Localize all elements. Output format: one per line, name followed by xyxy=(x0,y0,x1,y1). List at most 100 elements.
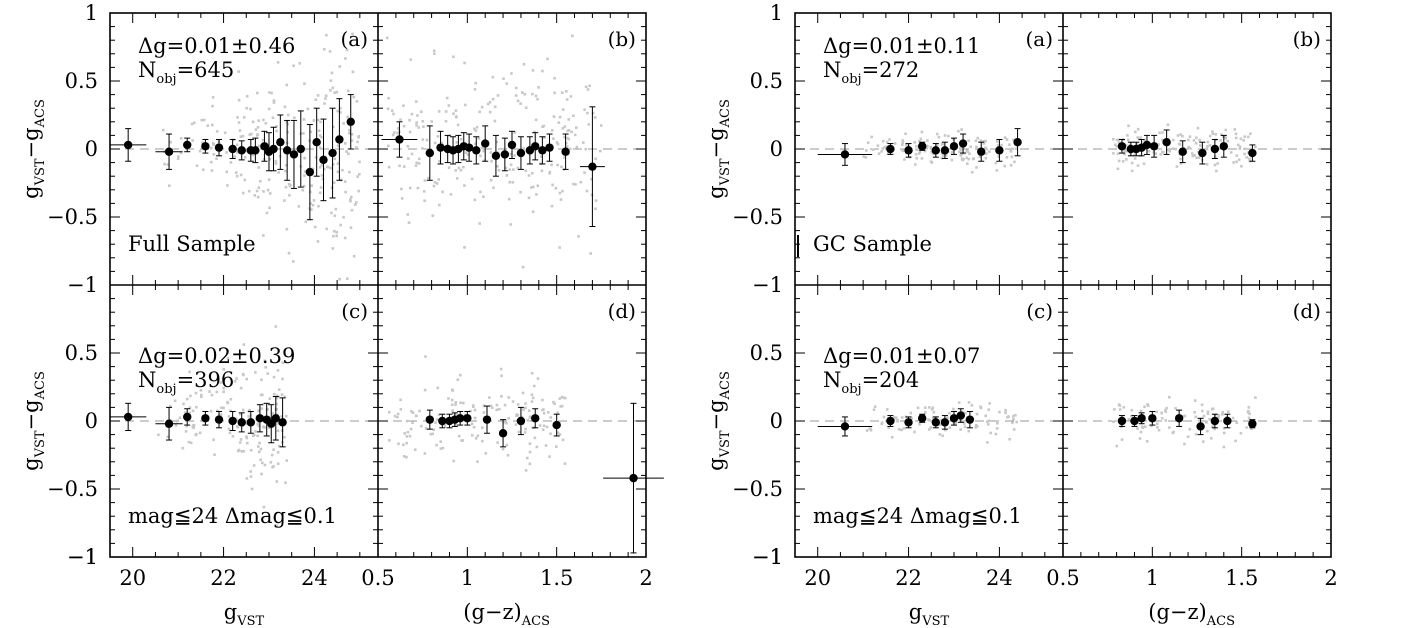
scatter-point xyxy=(427,177,430,180)
scatter-point xyxy=(238,449,241,452)
scatter-point xyxy=(1125,158,1128,161)
delta-g-stat: Δg=0.01±0.07 xyxy=(823,344,980,368)
scatter-point xyxy=(185,430,188,433)
scatter-point xyxy=(292,260,295,263)
scatter-point xyxy=(388,166,391,169)
scatter-point xyxy=(420,110,423,113)
scatter-point xyxy=(510,163,513,166)
scatter-point xyxy=(344,180,347,183)
scatter-point xyxy=(258,451,261,454)
scatter-point xyxy=(333,181,336,184)
scatter-point xyxy=(412,411,415,414)
scatter-point xyxy=(1155,411,1158,414)
scatter-point xyxy=(303,118,306,121)
binned-point xyxy=(483,415,491,423)
scatter-point xyxy=(424,179,427,182)
scatter-point xyxy=(433,185,436,188)
scatter-point xyxy=(272,448,275,451)
scatter-point xyxy=(548,455,551,458)
scatter-point xyxy=(284,170,287,173)
x-tick-label: 20 xyxy=(119,566,146,590)
scatter-point xyxy=(238,121,241,124)
scatter-point xyxy=(930,160,933,163)
scatter-point xyxy=(415,161,418,164)
scatter-point xyxy=(529,463,532,466)
scatter-point xyxy=(1006,138,1009,141)
panel-label: (a) xyxy=(1025,27,1053,51)
scatter-point xyxy=(351,209,354,212)
scatter-point xyxy=(417,126,420,129)
scatter-point xyxy=(273,393,276,396)
scatter-point xyxy=(1247,136,1250,139)
scatter-point xyxy=(317,94,320,97)
binned-point xyxy=(335,135,343,143)
binned-point xyxy=(456,414,464,422)
scatter-point xyxy=(1007,415,1010,418)
scatter-point xyxy=(926,139,929,142)
scatter-point xyxy=(270,461,273,464)
scatter-point xyxy=(332,247,335,250)
scatter-point xyxy=(281,393,284,396)
scatter-point xyxy=(473,426,476,429)
scatter-point xyxy=(1193,411,1196,414)
scatter-point xyxy=(1154,152,1157,155)
scatter-point xyxy=(1012,418,1015,421)
scatter-point xyxy=(400,188,403,191)
scatter-point xyxy=(1254,396,1257,399)
scatter-point xyxy=(387,145,390,148)
scatter-point xyxy=(1165,419,1168,422)
x-tick-label: 0.5 xyxy=(1046,566,1079,590)
scatter-point xyxy=(921,157,924,160)
scatter-point xyxy=(1179,158,1182,161)
scatter-point xyxy=(996,169,999,172)
scatter-point xyxy=(561,396,564,399)
scatter-point xyxy=(572,114,575,117)
scatter-point xyxy=(473,128,476,131)
scatter-point xyxy=(522,392,525,395)
scatter-point xyxy=(1000,144,1003,147)
binned-point xyxy=(977,148,985,156)
y-tick-label: 0.5 xyxy=(65,341,98,365)
scatter-point xyxy=(206,124,209,127)
scatter-point xyxy=(286,228,289,231)
scatter-point xyxy=(948,426,951,429)
scatter-point xyxy=(1004,409,1007,412)
scatter-point xyxy=(195,392,198,395)
scatter-point xyxy=(273,376,276,379)
sample-label: Full Sample xyxy=(128,232,256,256)
scatter-point xyxy=(1188,428,1191,431)
scatter-point xyxy=(336,110,339,113)
ylabel-sub: VST xyxy=(718,430,733,458)
scatter-point xyxy=(226,401,229,404)
scatter-point xyxy=(1127,139,1130,142)
scatter-point xyxy=(886,141,889,144)
xlabel-sub: ACS xyxy=(1206,614,1235,628)
scatter-point xyxy=(256,92,259,95)
scatter-point xyxy=(242,450,245,453)
panel-label: (d) xyxy=(608,299,636,323)
scatter-point xyxy=(959,154,962,157)
scatter-point xyxy=(433,429,436,432)
scatter-point xyxy=(1137,128,1140,131)
scatter-point xyxy=(1168,150,1171,153)
scatter-point xyxy=(407,157,410,160)
scatter-point xyxy=(502,448,505,451)
scatter-point xyxy=(1130,409,1133,412)
scatter-point xyxy=(1167,123,1170,126)
scatter-point xyxy=(415,100,418,103)
scatter-point xyxy=(245,437,248,440)
scatter-point xyxy=(507,454,510,457)
scatter-point xyxy=(1143,162,1146,165)
scatter-point xyxy=(536,446,539,449)
y-tick-label: 0 xyxy=(770,409,783,433)
scatter-point xyxy=(1112,138,1115,141)
scatter-point xyxy=(914,163,917,166)
scatter-point xyxy=(1240,137,1243,140)
scatter-point xyxy=(1158,429,1161,432)
scatter-point xyxy=(561,91,564,94)
scatter-point xyxy=(492,98,495,101)
scatter-point xyxy=(162,129,165,132)
ylabel-dash: −g xyxy=(704,399,728,430)
scatter-point xyxy=(451,389,454,392)
